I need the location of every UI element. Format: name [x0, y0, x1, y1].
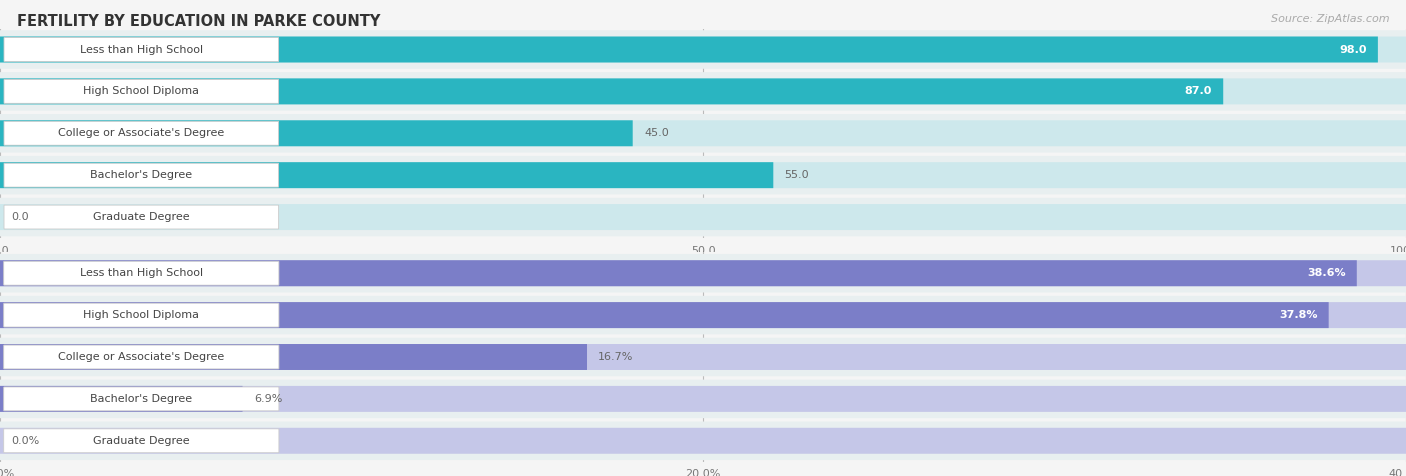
Text: 55.0: 55.0	[785, 170, 810, 180]
FancyBboxPatch shape	[0, 380, 1406, 418]
Text: Bachelor's Degree: Bachelor's Degree	[90, 394, 193, 404]
FancyBboxPatch shape	[0, 254, 1406, 292]
FancyBboxPatch shape	[0, 198, 1406, 236]
FancyBboxPatch shape	[4, 205, 278, 229]
Text: 6.9%: 6.9%	[254, 394, 283, 404]
FancyBboxPatch shape	[0, 302, 1329, 328]
FancyBboxPatch shape	[0, 302, 1406, 328]
Text: 38.6%: 38.6%	[1308, 268, 1346, 278]
FancyBboxPatch shape	[0, 79, 1223, 104]
Text: Graduate Degree: Graduate Degree	[93, 212, 190, 222]
Text: High School Diploma: High School Diploma	[83, 310, 200, 320]
Text: College or Associate's Degree: College or Associate's Degree	[58, 128, 225, 139]
Text: 45.0: 45.0	[644, 128, 669, 139]
Text: Source: ZipAtlas.com: Source: ZipAtlas.com	[1271, 14, 1389, 24]
Text: Less than High School: Less than High School	[80, 44, 202, 55]
FancyBboxPatch shape	[0, 260, 1357, 286]
FancyBboxPatch shape	[0, 30, 1406, 69]
FancyBboxPatch shape	[0, 120, 1406, 146]
Text: FERTILITY BY EDUCATION IN PARKE COUNTY: FERTILITY BY EDUCATION IN PARKE COUNTY	[17, 14, 380, 30]
FancyBboxPatch shape	[0, 422, 1406, 460]
FancyBboxPatch shape	[4, 303, 278, 327]
FancyBboxPatch shape	[0, 162, 1406, 188]
Text: 16.7%: 16.7%	[599, 352, 634, 362]
FancyBboxPatch shape	[0, 428, 1406, 454]
FancyBboxPatch shape	[0, 114, 1406, 152]
Text: 0.0%: 0.0%	[11, 436, 39, 446]
FancyBboxPatch shape	[0, 162, 773, 188]
FancyBboxPatch shape	[0, 386, 1406, 412]
FancyBboxPatch shape	[4, 387, 278, 411]
FancyBboxPatch shape	[0, 72, 1406, 110]
Text: 37.8%: 37.8%	[1279, 310, 1317, 320]
FancyBboxPatch shape	[0, 120, 633, 146]
Text: 98.0: 98.0	[1339, 44, 1367, 55]
Text: 0.0: 0.0	[11, 212, 30, 222]
FancyBboxPatch shape	[0, 79, 1406, 104]
FancyBboxPatch shape	[4, 345, 278, 369]
FancyBboxPatch shape	[0, 204, 1406, 230]
FancyBboxPatch shape	[4, 163, 278, 187]
FancyBboxPatch shape	[4, 38, 278, 61]
FancyBboxPatch shape	[0, 296, 1406, 334]
FancyBboxPatch shape	[0, 386, 243, 412]
Text: Bachelor's Degree: Bachelor's Degree	[90, 170, 193, 180]
FancyBboxPatch shape	[0, 338, 1406, 376]
FancyBboxPatch shape	[0, 37, 1378, 62]
FancyBboxPatch shape	[0, 344, 1406, 370]
Text: Less than High School: Less than High School	[80, 268, 202, 278]
FancyBboxPatch shape	[0, 156, 1406, 194]
Text: 87.0: 87.0	[1185, 86, 1212, 97]
Text: College or Associate's Degree: College or Associate's Degree	[58, 352, 225, 362]
FancyBboxPatch shape	[0, 344, 588, 370]
FancyBboxPatch shape	[0, 260, 1406, 286]
FancyBboxPatch shape	[4, 121, 278, 145]
FancyBboxPatch shape	[4, 429, 278, 453]
Text: Graduate Degree: Graduate Degree	[93, 436, 190, 446]
FancyBboxPatch shape	[0, 37, 1406, 62]
FancyBboxPatch shape	[4, 79, 278, 103]
Text: High School Diploma: High School Diploma	[83, 86, 200, 97]
FancyBboxPatch shape	[4, 261, 278, 285]
